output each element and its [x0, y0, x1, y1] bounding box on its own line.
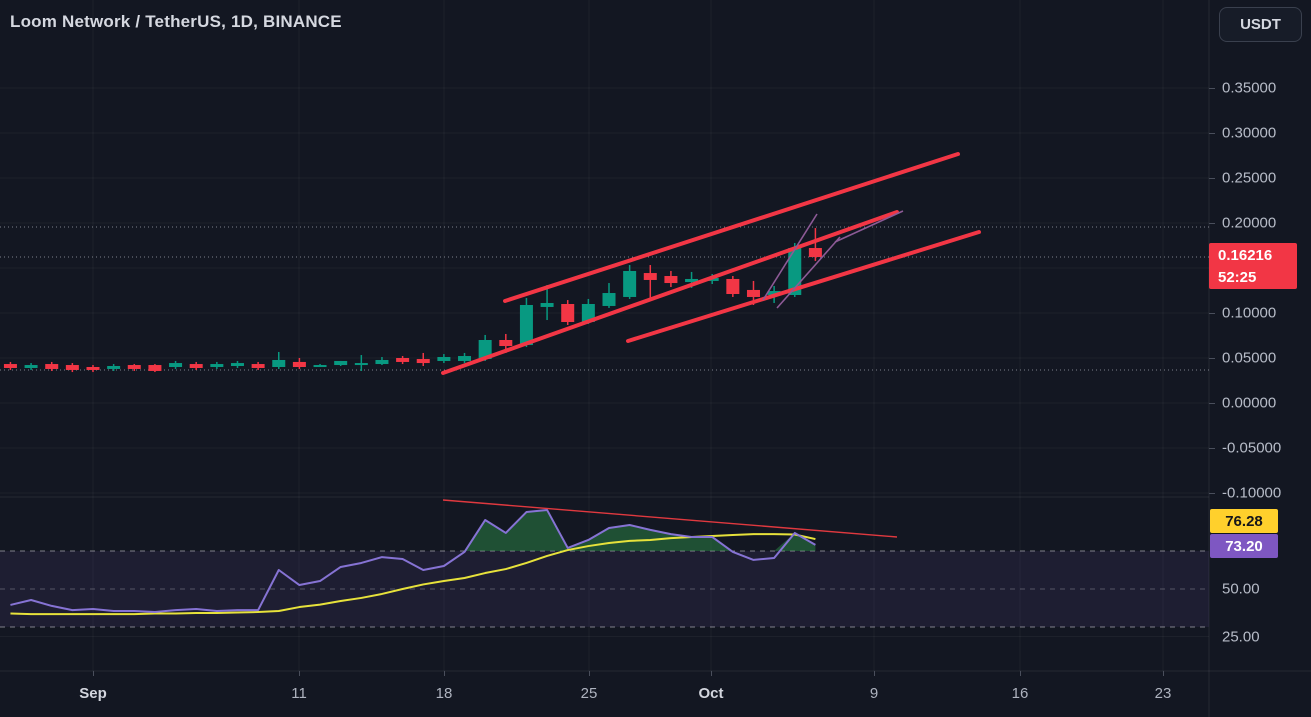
- purple-trendline-drawing[interactable]: [776, 236, 841, 309]
- price-tick-mark: [1209, 223, 1215, 224]
- rsi-value-badge: 73.20: [1210, 534, 1278, 558]
- price-tick-mark: [1209, 448, 1215, 449]
- time-axis[interactable]: Sep 11 18 25 Oct 9 16 23: [0, 671, 1311, 717]
- rsi-ma-line[interactable]: [10, 533, 816, 616]
- candle-body[interactable]: [251, 364, 265, 368]
- rsi-tick-label: 50.00: [1222, 580, 1260, 598]
- price-tick-mark: [1209, 133, 1215, 134]
- last-price-badge: 0.16216 52:25: [1209, 243, 1297, 289]
- time-tick-mark: [711, 671, 712, 676]
- candle-body[interactable]: [478, 340, 492, 359]
- time-tick-mark: [299, 671, 300, 676]
- candle-body[interactable]: [499, 340, 513, 347]
- price-tick-label: 0.20000: [1222, 214, 1277, 232]
- candle-body[interactable]: [437, 357, 451, 361]
- time-tick-label: 25: [580, 685, 598, 702]
- candle-body[interactable]: [354, 363, 368, 366]
- candle-body[interactable]: [396, 358, 410, 362]
- rsi-band: [0, 551, 1209, 627]
- rsi-tick-label: 25.00: [1222, 628, 1260, 645]
- price-tick-label: 0.25000: [1222, 169, 1277, 187]
- time-tick-mark: [444, 671, 445, 676]
- candle-body[interactable]: [602, 293, 616, 306]
- time-tick-label: Oct: [698, 685, 724, 702]
- candle-body[interactable]: [767, 291, 781, 295]
- time-tick-label: 23: [1154, 685, 1172, 702]
- price-tick-mark: [1209, 493, 1215, 494]
- time-tick-mark: [1163, 671, 1164, 676]
- candle-body[interactable]: [540, 303, 554, 307]
- time-tick-mark: [874, 671, 875, 676]
- quote-currency-button[interactable]: USDT: [1219, 7, 1302, 42]
- price-tick-mark: [1209, 178, 1215, 179]
- time-tick-mark: [1020, 671, 1021, 676]
- candle-body[interactable]: [581, 304, 595, 322]
- candle-body[interactable]: [148, 365, 162, 371]
- price-tick-label: 0.30000: [1222, 124, 1277, 142]
- purple-trendline-drawing[interactable]: [834, 210, 904, 243]
- candle-body[interactable]: [561, 304, 575, 322]
- price-tick-label: 0.10000: [1222, 304, 1277, 322]
- price-tick-mark: [1209, 313, 1215, 314]
- candle-body[interactable]: [86, 367, 100, 370]
- channel-trendline-drawing[interactable]: [441, 210, 899, 375]
- price-tick-label: 0.00000: [1222, 394, 1277, 412]
- candle-body[interactable]: [65, 365, 79, 370]
- time-tick-label: 16: [1011, 685, 1029, 702]
- candle-body[interactable]: [272, 359, 286, 367]
- candle-body[interactable]: [169, 363, 183, 367]
- channel-trendline-drawing[interactable]: [626, 230, 981, 343]
- candle-body[interactable]: [519, 304, 533, 346]
- price-tick-mark: [1209, 88, 1215, 89]
- candle-body[interactable]: [3, 364, 17, 368]
- candle-body[interactable]: [623, 270, 637, 297]
- time-tick-mark: [589, 671, 590, 676]
- bar-countdown: 52:25: [1218, 269, 1257, 286]
- candle-body[interactable]: [375, 359, 389, 365]
- candle-body[interactable]: [726, 278, 740, 295]
- candle-body[interactable]: [746, 289, 760, 297]
- rsi-overbought-fill: [10, 509, 816, 551]
- symbol-title[interactable]: Loom Network / TetherUS, 1D, BINANCE: [10, 12, 342, 31]
- candle-body[interactable]: [313, 365, 327, 368]
- time-tick-label: 9: [869, 685, 879, 702]
- time-tick-label: 18: [435, 685, 453, 702]
- rsi-ma-badge: 76.28: [1210, 509, 1278, 533]
- price-tick-mark: [1209, 358, 1215, 359]
- last-price-value: 0.16216: [1218, 247, 1273, 264]
- purple-trendline-drawing[interactable]: [762, 213, 818, 301]
- candle-body[interactable]: [808, 248, 822, 258]
- candle-body[interactable]: [230, 363, 244, 367]
- price-tick-label: -0.05000: [1222, 439, 1282, 457]
- candle-body[interactable]: [189, 364, 203, 368]
- time-tick-label: Sep: [79, 685, 107, 702]
- time-tick-label: 11: [291, 685, 307, 702]
- candle-body[interactable]: [458, 356, 472, 361]
- price-tick-label: -0.10000: [1222, 484, 1282, 502]
- price-axis[interactable]: 0.16216 52:25 76.28 73.20 0.35000 0.30000…: [1209, 0, 1311, 671]
- candle-body[interactable]: [685, 278, 699, 283]
- candle-body[interactable]: [107, 366, 121, 369]
- price-tick-label: 0.05000: [1222, 349, 1277, 367]
- channel-trendline-drawing[interactable]: [503, 152, 960, 303]
- candle-body[interactable]: [664, 276, 678, 284]
- candle-body[interactable]: [210, 364, 224, 367]
- candle-body[interactable]: [643, 273, 657, 280]
- rsi-line[interactable]: [10, 508, 816, 613]
- candle-body[interactable]: [334, 360, 348, 366]
- price-tick-label: 0.35000: [1222, 79, 1277, 97]
- rsi-trendline-drawing[interactable]: [442, 499, 898, 538]
- candle-body[interactable]: [45, 364, 59, 369]
- candle-body[interactable]: [292, 361, 306, 367]
- time-tick-mark: [93, 671, 94, 676]
- candle-body[interactable]: [127, 365, 141, 369]
- candle-body[interactable]: [416, 358, 430, 364]
- candle-body[interactable]: [24, 365, 38, 368]
- price-tick-mark: [1209, 403, 1215, 404]
